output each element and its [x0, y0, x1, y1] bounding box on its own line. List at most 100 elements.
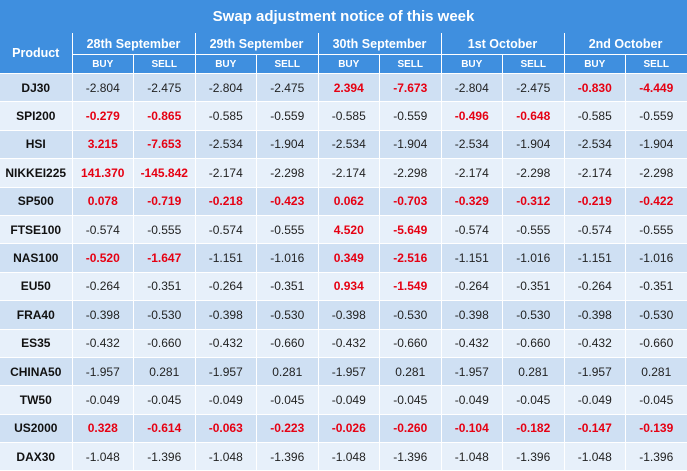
sell-value-cell: -2.475	[257, 74, 319, 102]
buy-value-cell: -0.432	[318, 329, 380, 357]
buy-value-cell: -0.147	[564, 414, 626, 442]
buy-value-cell: -1.957	[564, 357, 626, 385]
sell-value-cell: -0.555	[257, 215, 319, 243]
sell-header: SELL	[134, 55, 196, 74]
buy-value-cell: -0.104	[441, 414, 503, 442]
sell-value-cell: -1.904	[503, 130, 565, 158]
sell-value-cell: -1.904	[380, 130, 442, 158]
sell-value-cell: -2.475	[134, 74, 196, 102]
buy-value-cell: -1.151	[564, 244, 626, 272]
buy-value-cell: -0.049	[441, 386, 503, 414]
sell-value-cell: -1.396	[626, 443, 687, 471]
sell-value-cell: -0.530	[626, 301, 687, 329]
buy-value-cell: -1.957	[441, 357, 503, 385]
sell-value-cell: 0.281	[134, 357, 196, 385]
buy-value-cell: -0.264	[564, 272, 626, 300]
buy-value-cell: -2.534	[564, 130, 626, 158]
buy-value-cell: -0.049	[564, 386, 626, 414]
sell-value-cell: -0.660	[257, 329, 319, 357]
buy-value-cell: -0.574	[195, 215, 257, 243]
buy-value-cell: -2.174	[195, 159, 257, 187]
product-name-cell: SPI200	[0, 102, 72, 130]
sell-value-cell: -7.673	[380, 74, 442, 102]
sell-value-cell: -1.904	[626, 130, 687, 158]
buy-value-cell: -0.432	[564, 329, 626, 357]
buy-value-cell: 2.394	[318, 74, 380, 102]
buy-value-cell: -1.048	[195, 443, 257, 471]
sell-value-cell: -0.045	[257, 386, 319, 414]
buy-value-cell: 0.934	[318, 272, 380, 300]
table-row: DAX30-1.048-1.396-1.048-1.396-1.048-1.39…	[0, 443, 687, 471]
buy-value-cell: -2.804	[441, 74, 503, 102]
date-header: 29th September	[195, 33, 318, 55]
product-column-header: Product	[0, 33, 72, 74]
sell-value-cell: -5.649	[380, 215, 442, 243]
sell-value-cell: -0.351	[503, 272, 565, 300]
sell-value-cell: -0.660	[503, 329, 565, 357]
buy-value-cell: -0.398	[72, 301, 134, 329]
buy-value-cell: -1.957	[72, 357, 134, 385]
sell-header: SELL	[257, 55, 319, 74]
swap-notice-panel: Swap adjustment notice of this week Prod…	[0, 0, 687, 452]
sell-value-cell: -0.045	[503, 386, 565, 414]
sell-value-cell: -0.660	[626, 329, 687, 357]
buy-value-cell: -2.534	[441, 130, 503, 158]
sell-value-cell: -1.396	[380, 443, 442, 471]
date-header-row: Product 28th September 29th September 30…	[0, 33, 687, 55]
buy-header: BUY	[441, 55, 503, 74]
buy-value-cell: -0.049	[72, 386, 134, 414]
buy-value-cell: -0.264	[441, 272, 503, 300]
sell-value-cell: 0.281	[503, 357, 565, 385]
sell-value-cell: 0.281	[257, 357, 319, 385]
product-name-cell: FRA40	[0, 301, 72, 329]
product-name-cell: NIKKEI225	[0, 159, 72, 187]
buy-value-cell: -0.432	[441, 329, 503, 357]
buy-value-cell: -2.804	[72, 74, 134, 102]
sell-value-cell: -145.842	[134, 159, 196, 187]
sell-value-cell: -0.530	[503, 301, 565, 329]
buy-value-cell: -0.574	[72, 215, 134, 243]
sell-value-cell: 0.281	[380, 357, 442, 385]
sell-header: SELL	[626, 55, 687, 74]
date-header: 1st October	[441, 33, 564, 55]
buy-value-cell: -0.398	[195, 301, 257, 329]
buy-value-cell: -1.957	[318, 357, 380, 385]
date-header: 30th September	[318, 33, 441, 55]
swap-table: Product 28th September 29th September 30…	[0, 33, 687, 471]
product-name-cell: ES35	[0, 329, 72, 357]
sell-value-cell: -0.555	[134, 215, 196, 243]
buy-value-cell: -0.520	[72, 244, 134, 272]
buy-value-cell: -0.279	[72, 102, 134, 130]
sell-value-cell: -2.298	[380, 159, 442, 187]
sell-value-cell: -0.351	[626, 272, 687, 300]
sell-value-cell: -0.312	[503, 187, 565, 215]
sell-value-cell: -0.530	[380, 301, 442, 329]
buy-value-cell: -0.574	[564, 215, 626, 243]
buy-value-cell: -1.048	[72, 443, 134, 471]
sell-value-cell: -1.647	[134, 244, 196, 272]
sell-value-cell: -2.516	[380, 244, 442, 272]
buy-value-cell: -0.398	[441, 301, 503, 329]
sell-value-cell: -0.555	[626, 215, 687, 243]
buy-value-cell: -0.585	[564, 102, 626, 130]
sell-header: SELL	[380, 55, 442, 74]
sell-value-cell: -0.422	[626, 187, 687, 215]
product-name-cell: EU50	[0, 272, 72, 300]
sell-value-cell: -0.045	[626, 386, 687, 414]
buy-value-cell: -0.218	[195, 187, 257, 215]
sell-value-cell: -0.559	[626, 102, 687, 130]
buy-value-cell: -2.534	[195, 130, 257, 158]
product-name-cell: DJ30	[0, 74, 72, 102]
sell-value-cell: -2.475	[503, 74, 565, 102]
product-name-cell: NAS100	[0, 244, 72, 272]
buy-value-cell: -0.585	[318, 102, 380, 130]
buy-header: BUY	[318, 55, 380, 74]
sell-value-cell: -0.660	[134, 329, 196, 357]
buy-value-cell: -1.151	[441, 244, 503, 272]
sell-value-cell: -0.182	[503, 414, 565, 442]
buy-value-cell: -0.264	[195, 272, 257, 300]
